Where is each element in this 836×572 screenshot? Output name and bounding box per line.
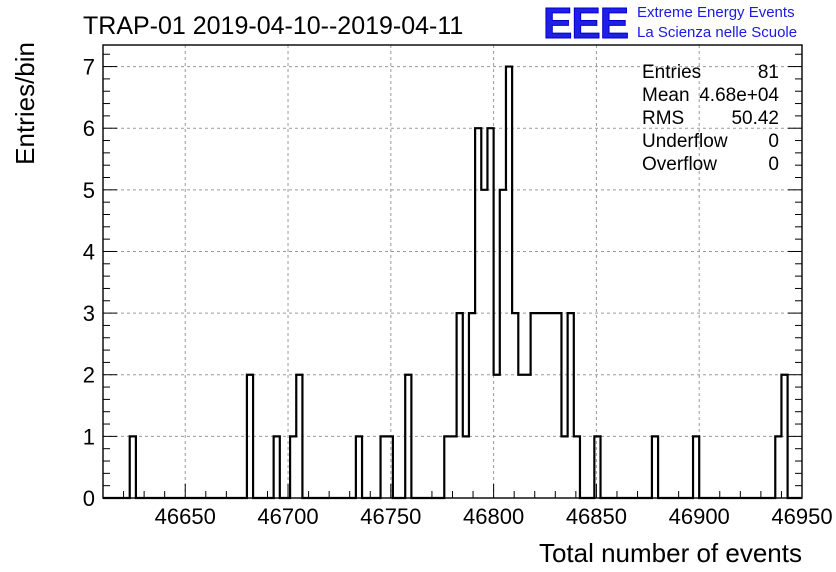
stats-label: RMS bbox=[642, 108, 684, 129]
stats-value: 50.42 bbox=[731, 108, 779, 129]
y-tick-label: 5 bbox=[83, 178, 95, 203]
y-axis-ticks: 0 1 2 3 4 5 6 7 bbox=[83, 53, 802, 511]
x-axis-label: Total number of events bbox=[539, 538, 802, 568]
x-tick-label: 46750 bbox=[360, 504, 421, 529]
y-tick-label: 7 bbox=[83, 55, 95, 80]
x-tick-label: 46800 bbox=[463, 504, 524, 529]
y-tick-label: 4 bbox=[83, 239, 95, 264]
stats-label: Underflow bbox=[642, 131, 728, 152]
grid-lines bbox=[103, 45, 803, 498]
chart-title: TRAP-01 2019-04-10--2019-04-11 bbox=[83, 12, 463, 40]
stats-value: 4.68e+04 bbox=[699, 85, 779, 106]
x-tick-label: 46650 bbox=[155, 504, 216, 529]
y-axis-label: Entries/bin bbox=[10, 42, 40, 165]
stats-value: 0 bbox=[768, 154, 779, 175]
eee-logo-mark: EEE bbox=[542, 0, 629, 48]
plot-frame bbox=[102, 44, 803, 499]
y-tick-label: 1 bbox=[83, 424, 95, 449]
stats-label: Mean bbox=[642, 85, 690, 106]
y-tick-label: 2 bbox=[83, 363, 95, 388]
y-tick-label: 6 bbox=[83, 116, 95, 141]
x-tick-label: 46850 bbox=[566, 504, 627, 529]
x-tick-label: 46700 bbox=[257, 504, 318, 529]
y-tick-label: 0 bbox=[83, 486, 95, 511]
y-tick-label: 3 bbox=[83, 301, 95, 326]
stats-label: Overflow bbox=[642, 154, 717, 175]
logo-line-2: La Scienza nelle Scuole bbox=[637, 24, 798, 41]
x-tick-label: 46900 bbox=[669, 504, 730, 529]
stats-label: Entries bbox=[642, 62, 701, 83]
x-tick-label: 46950 bbox=[771, 504, 832, 529]
logo-line-1: Extreme Energy Events bbox=[637, 4, 795, 21]
stats-value: 0 bbox=[768, 131, 779, 152]
stats-value: 81 bbox=[758, 62, 779, 83]
x-axis-ticks: 46650 46700 46750 46800 46850 46900 46950 bbox=[102, 484, 833, 529]
